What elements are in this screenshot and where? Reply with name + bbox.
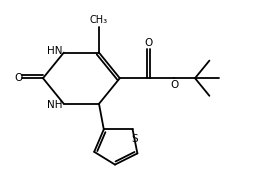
Text: CH₃: CH₃: [90, 15, 108, 25]
Text: HN: HN: [47, 46, 62, 56]
Text: S: S: [132, 134, 138, 144]
Text: O: O: [170, 80, 178, 90]
Text: O: O: [15, 73, 23, 83]
Text: NH: NH: [47, 100, 62, 110]
Text: O: O: [145, 38, 153, 48]
